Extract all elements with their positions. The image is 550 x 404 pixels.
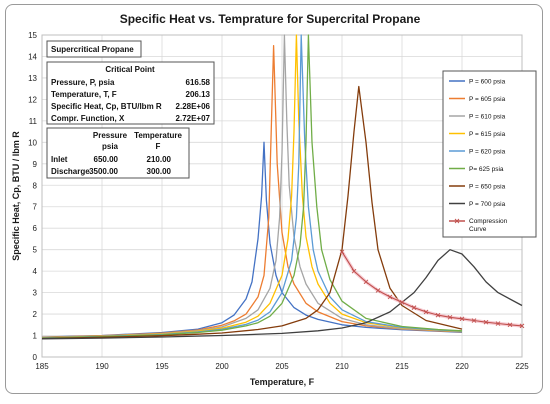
legend-label-p-600-psia: P = 600 psia (469, 79, 506, 86)
legend-items: P = 600 psia P = 605 psia P = 610 psia P = … (449, 79, 508, 233)
x-axis-title: Temperature, F (250, 377, 315, 387)
y-tick-label: 2 (33, 310, 38, 319)
series-line-compression-curve (341, 251, 523, 327)
compression-point-marker (339, 249, 345, 255)
info-box-title: Supercritical Propane (51, 45, 134, 54)
info-box-title-frame (46, 40, 142, 58)
table-row-label-0: Inlet (51, 155, 68, 164)
legend-label-compression-curve: Compression (469, 218, 508, 225)
y-axis-title: Specific Heat, Cp, BTU / lbm R (11, 131, 21, 261)
inlet-discharge-frame (46, 127, 190, 179)
legend-label-p-610-psia: P = 610 psia (469, 114, 506, 121)
table-row-pressure-0: 650.00 (94, 155, 119, 164)
x-tick-label: 205 (275, 362, 289, 371)
compression-point-marker (387, 294, 393, 300)
series-line-p-605-psia (41, 45, 463, 338)
legend-label-p-620-psia: P = 620 psia (469, 149, 506, 156)
compression-point-marker (435, 312, 441, 318)
compression-point-marker (363, 279, 369, 285)
y-tick-label: 11 (29, 117, 38, 126)
y-tick-label: 12 (28, 95, 37, 104)
y-tick-label: 0 (33, 353, 38, 362)
info-box: Supercritical Propane Critical Point Pre… (46, 40, 215, 179)
y-tick-label: 5 (33, 246, 38, 255)
legend-frame (442, 70, 537, 238)
legend: P = 600 psia P = 605 psia P = 610 psia P = … (442, 70, 537, 238)
crit-value-1: 206.13 (186, 90, 211, 99)
series-line-p-650-psia (41, 85, 463, 340)
y-tick-label: 1 (33, 332, 38, 341)
x-tick-label: 190 (95, 362, 109, 371)
x-axis-ticks: 185 190 195 200 205 210 215 220 225 (35, 362, 529, 371)
series-line-p-610-psia (41, 34, 463, 339)
table-header-temperature: Temperature (134, 131, 182, 140)
crit-value-0: 616.58 (186, 78, 211, 87)
critical-point-header: Critical Point (105, 65, 155, 74)
y-tick-label: 3 (33, 289, 38, 298)
y-tick-label: 15 (28, 31, 37, 40)
x-tick-label: 215 (395, 362, 409, 371)
x-tick-label: 185 (35, 362, 49, 371)
crit-value-3: 2.72E+07 (176, 114, 211, 123)
crit-label-1: Temperature, T, F (51, 90, 117, 99)
x-tick-label: 195 (155, 362, 169, 371)
specific-heat-chart: Specific Heat vs. Temprature for Supercr… (11, 12, 537, 387)
legend-marker (454, 218, 460, 224)
legend-label-p-615-psia: P = 615 psia (469, 131, 506, 138)
compression-point-marker (507, 322, 513, 328)
compression-point-marker (423, 309, 429, 315)
legend-label-p-650-psia: P = 650 psia (469, 184, 506, 191)
series-glow-compression-curve (340, 250, 523, 328)
x-tick-label: 225 (515, 362, 529, 371)
compression-point-marker (459, 316, 465, 322)
legend-label-p-605-psia: P = 605 psia (469, 96, 506, 103)
chart-container: Specific Heat vs. Temprature for Supercr… (5, 4, 543, 394)
compression-point-marker (447, 314, 453, 320)
chart-title: Specific Heat vs. Temprature for Supercr… (120, 12, 421, 26)
crit-label-0: Pressure, P, psia (51, 78, 115, 87)
y-tick-label: 10 (28, 138, 37, 147)
compression-point-marker (411, 305, 417, 310)
table-row-label-1: Discharge (51, 167, 90, 176)
x-tick-label: 220 (455, 362, 469, 371)
table-row-temp-0: 210.00 (147, 155, 172, 164)
series-line-p-625-psia (41, 34, 463, 339)
table-header-pressure-unit: psia (102, 142, 119, 151)
table-header-temperature-unit: F (156, 142, 161, 151)
table-row-pressure-1: 3500.00 (89, 167, 118, 176)
series-line-p-615-psia (41, 34, 463, 339)
legend-label-p-625-psia: P= 625 psia (469, 166, 504, 173)
y-tick-label: 8 (33, 181, 38, 190)
y-tick-label: 7 (33, 203, 38, 212)
y-tick-label: 4 (33, 267, 38, 276)
table-row-temp-1: 300.00 (147, 167, 172, 176)
legend-label-p-700-psia: P = 700 psia (469, 201, 506, 208)
y-tick-label: 13 (28, 74, 37, 83)
y-tick-label: 14 (28, 52, 37, 61)
compression-point-marker (375, 288, 381, 293)
compression-point-marker (495, 321, 501, 326)
compression-point-marker (471, 318, 477, 323)
compression-point-marker (399, 299, 405, 305)
crit-label-2: Specific Heat, Cp, BTU/lbm R (51, 102, 162, 111)
series-lines (41, 34, 525, 340)
compression-point-marker (483, 319, 489, 325)
series-line-p-620-psia (41, 34, 463, 339)
critical-point-frame (46, 61, 215, 125)
crit-label-3: Compr. Function, X (51, 114, 125, 123)
legend-label-compression-curve-line2: Curve (469, 226, 487, 233)
y-tick-label: 9 (33, 160, 38, 169)
compression-point-marker (519, 323, 525, 329)
x-tick-label: 200 (215, 362, 229, 371)
crit-value-2: 2.28E+06 (176, 102, 211, 111)
x-tick-label: 210 (335, 362, 349, 371)
table-header-pressure: Pressure (93, 131, 128, 140)
compression-point-marker (351, 268, 357, 274)
y-tick-label: 6 (33, 224, 38, 233)
